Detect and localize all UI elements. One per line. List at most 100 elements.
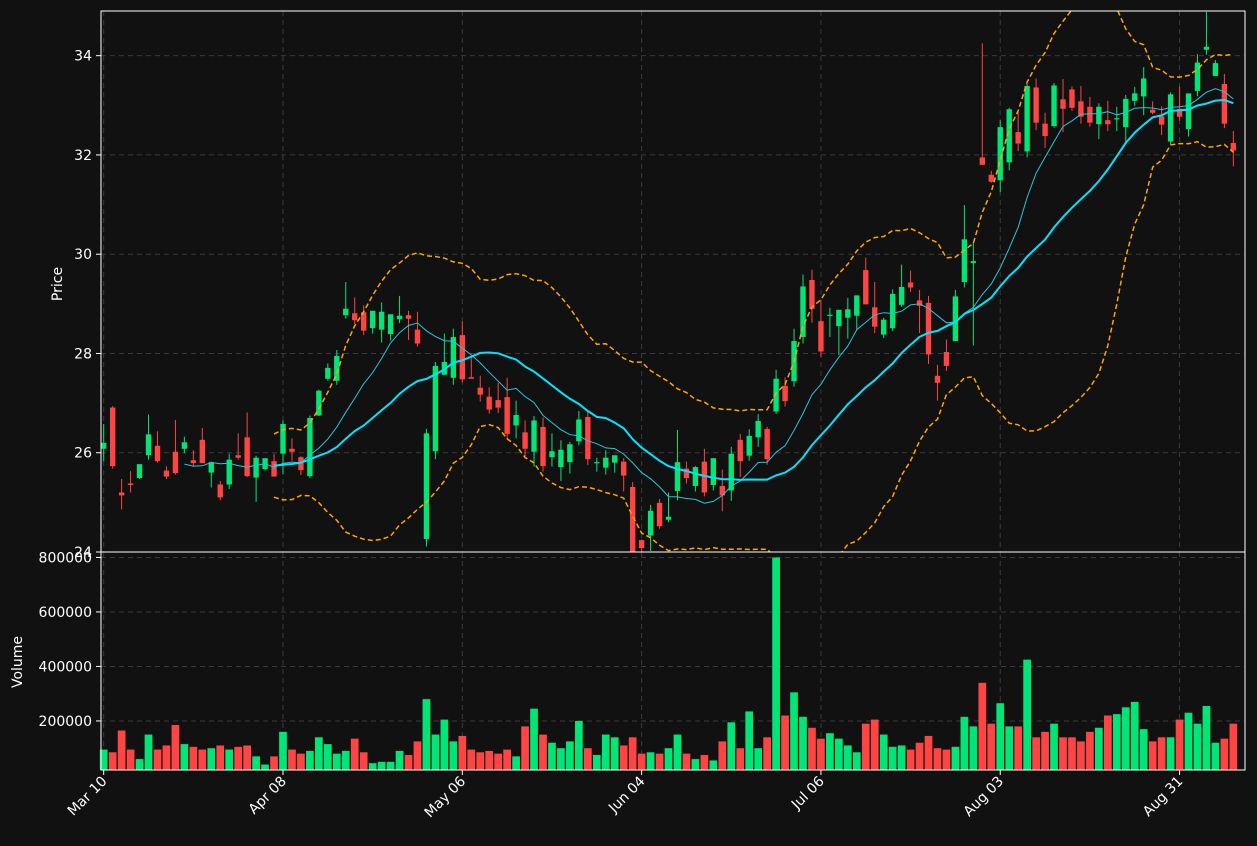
candle-body bbox=[961, 239, 968, 282]
volume-bar bbox=[1193, 723, 1202, 770]
candle-body bbox=[343, 308, 349, 316]
volume-bar bbox=[718, 741, 727, 770]
candle-body bbox=[603, 457, 609, 468]
volume-bar bbox=[745, 711, 754, 770]
volume-bar bbox=[512, 756, 520, 770]
candle-body bbox=[997, 127, 1003, 181]
volume-bar bbox=[906, 749, 915, 770]
volume-bar bbox=[790, 692, 798, 770]
candle-body bbox=[629, 486, 636, 552]
volume-bar bbox=[592, 755, 601, 770]
volume-bar bbox=[691, 759, 700, 770]
volume-bar bbox=[628, 737, 637, 770]
candle-body bbox=[486, 396, 492, 410]
volume-bar bbox=[476, 752, 485, 770]
candle-body bbox=[728, 453, 734, 491]
volume-bar bbox=[279, 731, 287, 770]
volume-bar bbox=[1202, 705, 1211, 770]
candle-body bbox=[710, 458, 717, 485]
volume-bar bbox=[180, 744, 189, 770]
volume-bar bbox=[888, 746, 897, 770]
candle-body bbox=[172, 451, 179, 474]
volume-bar bbox=[835, 738, 843, 770]
candle-body bbox=[1060, 99, 1066, 109]
volume-bar bbox=[1166, 737, 1175, 770]
candle-body bbox=[423, 433, 430, 540]
candle-body bbox=[181, 442, 188, 449]
volume-bar bbox=[198, 749, 207, 770]
candle-body bbox=[145, 434, 152, 456]
candle-body bbox=[692, 467, 699, 486]
volume-bar bbox=[933, 748, 942, 770]
candle-body bbox=[1158, 116, 1165, 125]
volume-bar bbox=[646, 752, 655, 770]
volume-bar bbox=[306, 750, 314, 770]
volume-bar bbox=[1059, 737, 1067, 770]
candle-body bbox=[378, 311, 385, 330]
candle-body bbox=[396, 315, 403, 320]
volume-bar bbox=[1032, 737, 1040, 770]
volume-bar bbox=[1148, 741, 1157, 770]
volume-bar bbox=[1068, 737, 1076, 770]
candle-body bbox=[387, 314, 394, 335]
volume-bar bbox=[610, 737, 619, 770]
candle-body bbox=[1132, 93, 1138, 101]
candle-body bbox=[271, 461, 277, 477]
volume-bar bbox=[915, 742, 924, 770]
volume-bar bbox=[682, 753, 691, 770]
candle-body bbox=[154, 445, 161, 462]
price-tick-label: 34 bbox=[74, 49, 92, 65]
candle-body bbox=[307, 417, 313, 477]
candle-body bbox=[235, 455, 241, 458]
candle-body bbox=[647, 510, 654, 536]
volume-bar bbox=[431, 734, 440, 770]
volume-bar bbox=[575, 720, 583, 770]
candle-body bbox=[746, 435, 752, 456]
candle-body bbox=[1015, 132, 1021, 144]
candle-body bbox=[809, 280, 815, 309]
volume-bar bbox=[1005, 726, 1014, 770]
candle-body bbox=[988, 174, 994, 182]
candle-body bbox=[1185, 93, 1192, 130]
candle-body bbox=[1042, 123, 1048, 137]
volume-bar bbox=[996, 703, 1005, 770]
volume-bar bbox=[673, 734, 682, 770]
volume-bar bbox=[727, 722, 736, 770]
volume-bar bbox=[700, 755, 709, 770]
candle-body bbox=[127, 483, 134, 485]
candle-body bbox=[1176, 108, 1183, 117]
candle-body bbox=[889, 293, 896, 329]
candle-body bbox=[1006, 109, 1012, 163]
candle-body bbox=[1212, 63, 1219, 77]
candle-body bbox=[827, 314, 833, 316]
candle-body bbox=[199, 439, 205, 464]
candle-body bbox=[253, 457, 259, 478]
volume-bar bbox=[987, 723, 996, 770]
candle-body bbox=[836, 309, 842, 327]
volume-axis-label: Volume bbox=[10, 636, 26, 688]
candle-body bbox=[1167, 94, 1174, 142]
volume-bar bbox=[969, 726, 978, 770]
bollinger-lower-line bbox=[273, 140, 1234, 552]
volume-bar bbox=[1095, 727, 1103, 770]
volume-bar bbox=[1050, 723, 1058, 770]
volume-bar bbox=[144, 734, 153, 770]
candle-body bbox=[719, 485, 725, 496]
candle-body bbox=[101, 442, 107, 449]
volume-bar bbox=[368, 763, 377, 770]
candle-body bbox=[432, 365, 439, 452]
candle-body bbox=[1230, 143, 1237, 151]
candle-body bbox=[1114, 118, 1120, 120]
candle-body bbox=[683, 468, 690, 479]
volume-bar bbox=[924, 735, 933, 770]
price-tick-label: 30 bbox=[74, 247, 92, 263]
candle-body bbox=[674, 462, 681, 491]
candles bbox=[101, 11, 1237, 552]
candle-body bbox=[1203, 46, 1210, 50]
candle-body bbox=[952, 296, 959, 342]
candle-body bbox=[881, 319, 887, 335]
volume-bar bbox=[557, 748, 565, 770]
volume-bar bbox=[942, 749, 951, 770]
volume-bar bbox=[808, 727, 816, 770]
volume-bar bbox=[216, 745, 225, 770]
